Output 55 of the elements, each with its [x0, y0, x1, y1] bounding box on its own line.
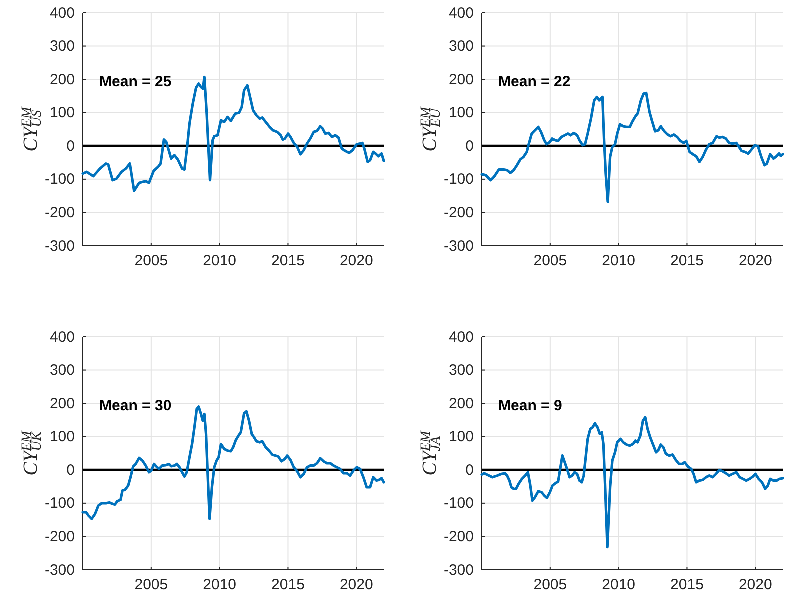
y-tick-label: -100	[44, 171, 75, 188]
annotation: Mean = 9	[498, 397, 562, 414]
y-tick-label: 300	[448, 362, 474, 380]
y-tick-label: 200	[50, 395, 75, 412]
y-tick-label: 200	[448, 395, 474, 412]
y-tick-label: -200	[444, 528, 474, 546]
y-tick-label: -100	[444, 495, 474, 512]
annotation: Mean = 22	[498, 73, 571, 90]
y-tick-label: 400	[448, 4, 474, 22]
y-tick-label: 100	[448, 428, 474, 446]
y-tick-label: -300	[444, 562, 474, 579]
y-tick-label: 200	[448, 71, 474, 88]
y-tick-label: 400	[50, 4, 75, 22]
x-tick-label: 2020	[340, 576, 374, 594]
line-series	[82, 76, 386, 192]
y-tick-label: 300	[50, 38, 75, 56]
x-tick-label: 2020	[738, 252, 772, 270]
x-tick-label: 2005	[134, 576, 168, 594]
y-tick-label: 200	[50, 71, 75, 88]
y-tick-label: 400	[50, 328, 75, 346]
x-tick-label: 2020	[340, 252, 374, 270]
line-series	[480, 416, 784, 549]
y-tick-label: -100	[44, 495, 75, 512]
y-tick-label: -300	[444, 238, 474, 255]
x-tick-label: 2005	[534, 576, 568, 594]
x-tick-label: 2005	[134, 252, 168, 270]
x-tick-label: 2015	[272, 252, 305, 270]
x-tick-label: 2005	[534, 252, 568, 270]
x-tick-label: 2010	[602, 576, 636, 594]
annotation: Mean = 30	[100, 397, 172, 414]
y-tick-label: 0	[466, 138, 474, 155]
y-tick-label: -100	[444, 171, 474, 188]
y-tick-label: -200	[444, 204, 474, 222]
y-tick-label: -200	[44, 528, 75, 546]
y-tick-label: 100	[50, 428, 75, 446]
y-tick-label: 100	[448, 104, 474, 122]
y-tick-label: -300	[44, 238, 75, 255]
y-tick-label: 0	[466, 462, 474, 479]
x-tick-label: 2015	[670, 252, 704, 270]
y-tick-label: 100	[50, 104, 75, 122]
x-tick-label: 2015	[272, 576, 305, 594]
x-tick-label: 2020	[738, 576, 772, 594]
y-tick-label: 0	[66, 462, 75, 479]
y-tick-label: -200	[44, 204, 75, 222]
annotation: Mean = 25	[100, 73, 172, 90]
y-tick-label: -300	[44, 562, 75, 579]
x-tick-label: 2010	[602, 252, 636, 270]
y-tick-label: 0	[66, 138, 75, 155]
y-tick-label: 300	[50, 362, 75, 380]
x-tick-label: 2015	[670, 576, 704, 594]
x-tick-label: 2010	[203, 576, 237, 594]
x-tick-label: 2010	[203, 252, 237, 270]
y-tick-label: 400	[448, 328, 474, 346]
y-tick-label: 300	[448, 38, 474, 56]
line-series	[480, 92, 784, 204]
